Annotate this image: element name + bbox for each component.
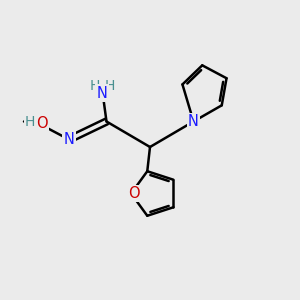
Text: N: N bbox=[97, 85, 107, 100]
Text: N: N bbox=[64, 132, 74, 147]
Text: O: O bbox=[128, 186, 140, 201]
Text: H: H bbox=[89, 79, 100, 92]
Text: H: H bbox=[104, 79, 115, 92]
Text: N: N bbox=[188, 114, 199, 129]
Text: H: H bbox=[25, 115, 35, 129]
Text: O: O bbox=[36, 116, 48, 131]
